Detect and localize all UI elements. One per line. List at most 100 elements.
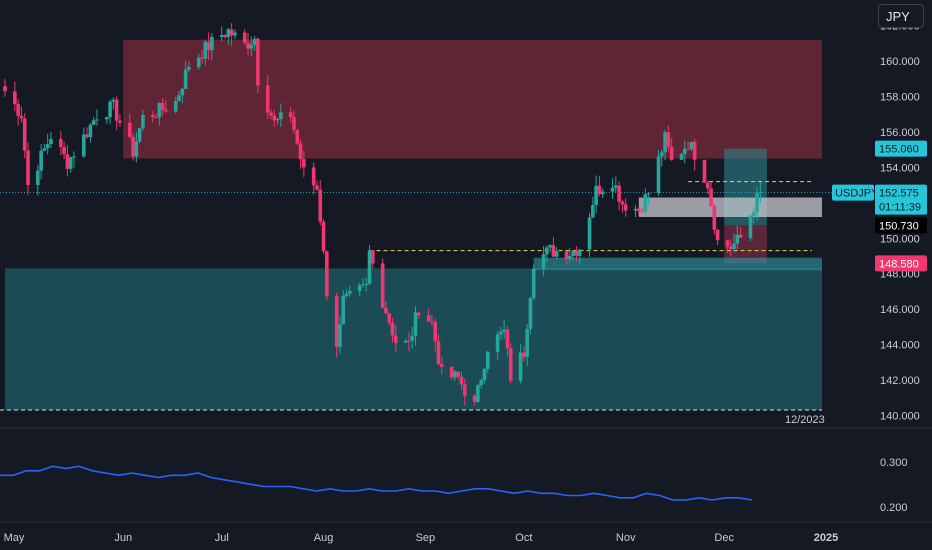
candle bbox=[256, 38, 260, 86]
candle bbox=[666, 132, 671, 148]
last-price-badge bbox=[875, 184, 927, 215]
candle bbox=[344, 293, 349, 296]
candle bbox=[210, 36, 214, 51]
zone-supply bbox=[123, 39, 822, 159]
candle bbox=[485, 351, 490, 369]
candle bbox=[459, 376, 464, 385]
y-tick-label: 160.000 bbox=[880, 56, 920, 68]
candle bbox=[692, 141, 697, 160]
candle bbox=[712, 205, 717, 230]
candle bbox=[748, 215, 753, 238]
x-tick-label: Oct bbox=[515, 532, 532, 544]
candle bbox=[361, 284, 365, 286]
candle bbox=[656, 156, 661, 193]
candle bbox=[279, 112, 283, 120]
candle bbox=[321, 221, 326, 252]
candle bbox=[200, 57, 204, 59]
candle bbox=[633, 208, 638, 211]
candle bbox=[206, 41, 211, 51]
candle bbox=[154, 117, 158, 119]
candle bbox=[663, 132, 667, 153]
candle bbox=[183, 69, 188, 89]
price-badge bbox=[875, 217, 927, 234]
candle bbox=[505, 329, 510, 349]
price-badge-label: 150.730 bbox=[879, 220, 919, 232]
candle bbox=[390, 322, 395, 336]
candle bbox=[597, 185, 602, 195]
candle bbox=[554, 251, 559, 257]
candle bbox=[430, 321, 434, 323]
candle bbox=[617, 185, 621, 202]
candle bbox=[564, 251, 569, 260]
y-tick-label: 158.000 bbox=[880, 92, 920, 104]
candle bbox=[426, 315, 431, 322]
currency-button[interactable]: JPY bbox=[878, 4, 924, 28]
candle bbox=[298, 143, 303, 160]
candle bbox=[49, 138, 53, 145]
candle bbox=[541, 254, 546, 269]
candle bbox=[68, 157, 73, 169]
candle bbox=[357, 285, 362, 292]
candle bbox=[22, 118, 27, 151]
indicator-line bbox=[0, 465, 753, 501]
candle bbox=[95, 119, 99, 121]
x-tick-label: Jul bbox=[215, 532, 229, 544]
candle bbox=[131, 136, 135, 157]
candle bbox=[416, 312, 421, 316]
candle bbox=[269, 112, 273, 116]
candle bbox=[223, 35, 227, 38]
candle bbox=[646, 192, 651, 195]
candle bbox=[623, 204, 628, 211]
candle bbox=[252, 38, 257, 45]
candle bbox=[137, 128, 142, 142]
last-price-label: 152.575 bbox=[879, 188, 919, 200]
candle bbox=[42, 148, 47, 151]
candle bbox=[462, 384, 467, 396]
candles bbox=[3, 23, 763, 406]
candle bbox=[59, 138, 63, 147]
support-band bbox=[533, 257, 822, 271]
stop-box bbox=[724, 225, 767, 264]
candle bbox=[545, 247, 549, 255]
candle bbox=[715, 229, 720, 241]
candle bbox=[600, 191, 605, 195]
candle bbox=[265, 85, 270, 113]
candle bbox=[702, 159, 707, 183]
candle bbox=[219, 35, 224, 37]
candle bbox=[479, 380, 483, 386]
candle bbox=[334, 296, 339, 347]
candle bbox=[568, 255, 572, 260]
candle bbox=[196, 57, 201, 68]
candle bbox=[367, 250, 372, 284]
candle bbox=[522, 352, 526, 357]
candle bbox=[682, 148, 687, 155]
y-tick-label: 148.000 bbox=[880, 269, 920, 281]
candle bbox=[13, 91, 17, 105]
candle bbox=[705, 182, 710, 189]
candle bbox=[134, 141, 139, 157]
candle bbox=[62, 146, 66, 155]
candle bbox=[318, 189, 323, 222]
candle bbox=[302, 159, 306, 168]
candle bbox=[433, 321, 438, 342]
candle bbox=[571, 250, 575, 256]
candle bbox=[341, 295, 346, 325]
candle bbox=[127, 122, 132, 137]
candle bbox=[472, 395, 477, 402]
candle bbox=[85, 134, 89, 137]
candle bbox=[203, 41, 208, 59]
x-tick-label: Jun bbox=[114, 532, 132, 544]
candle bbox=[118, 120, 122, 123]
price-badge-label: 155.060 bbox=[879, 144, 919, 156]
candle bbox=[728, 246, 733, 250]
candle bbox=[751, 212, 756, 216]
candle bbox=[45, 144, 50, 149]
price-badge-label: 148.580 bbox=[879, 258, 919, 270]
candle bbox=[338, 324, 342, 347]
candle bbox=[709, 188, 713, 206]
candle bbox=[111, 99, 116, 102]
candle bbox=[594, 185, 598, 206]
candle bbox=[105, 117, 109, 120]
